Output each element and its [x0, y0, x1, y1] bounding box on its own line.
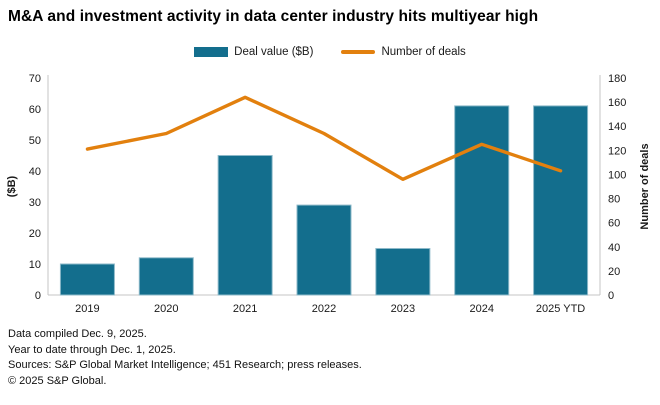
right-axis-tick-label: 100 — [608, 169, 626, 181]
line-swatch-icon — [341, 50, 376, 54]
combo-chart: 0 10 20 30 40 50 60 70 0 20 40 60 80 100 120 140 160 180 (… — [0, 70, 660, 320]
bar-2025-ytd — [533, 105, 589, 296]
legend-item-number-of-deals: Number of deals — [341, 46, 466, 58]
legend: Deal value ($B) Number of deals — [0, 46, 660, 58]
left-axis-tick-label: 60 — [29, 104, 41, 116]
bar-swatch-icon — [194, 47, 229, 57]
legend-label-deal-value: Deal value ($B) — [234, 46, 314, 58]
right-axis-title: Number of deals — [639, 143, 651, 229]
x-axis-category-label: 2025 YTD — [536, 303, 585, 315]
note-year-to-date: Year to date through Dec. 1, 2025. — [8, 343, 176, 356]
x-axis-category-label: 2022 — [312, 303, 336, 315]
number-of-deals-line — [85, 95, 563, 182]
x-axis-category-label: 2021 — [233, 303, 257, 315]
left-axis-tick-label: 0 — [35, 290, 41, 302]
left-axis-tick-label: 20 — [29, 228, 41, 240]
right-axis-tick-label: 0 — [608, 290, 614, 302]
note-copyright: © 2025 S&P Global. — [8, 374, 107, 387]
bar-2022 — [296, 204, 352, 296]
x-axis-category-label: 2024 — [469, 303, 493, 315]
note-data-compiled: Data compiled Dec. 9, 2025. — [8, 328, 147, 340]
right-axis-tick-label: 160 — [608, 97, 626, 109]
left-axis-tick-label: 10 — [29, 259, 41, 271]
left-axis-tick-label: 50 — [29, 135, 41, 147]
right-axis-tick-label: 40 — [608, 242, 620, 254]
x-axis-category-label: 2023 — [391, 303, 415, 315]
right-axis-tick-label: 120 — [608, 145, 626, 157]
left-axis-tick-label: 70 — [29, 73, 41, 85]
x-axis-category-label: 2020 — [154, 303, 178, 315]
right-axis-tick-label: 80 — [608, 194, 620, 206]
right-axis-tick-label: 60 — [608, 218, 620, 230]
source-notes: Data compiled Dec. 9, 2025. Year to date… — [8, 327, 652, 389]
right-axis-tick-label: 20 — [608, 266, 620, 278]
left-axis-tick-label: 30 — [29, 197, 41, 209]
legend-item-deal-value: Deal value ($B) — [194, 46, 313, 58]
note-sources: Sources: S&P Global Market Intelligence;… — [8, 359, 362, 372]
left-axis-title: ($B) — [6, 175, 18, 197]
legend-label-number-of-deals: Number of deals — [381, 46, 466, 58]
x-axis-category-label: 2019 — [75, 303, 99, 315]
chart-title: M&A and investment activity in data cent… — [8, 8, 539, 25]
bar-2020 — [138, 257, 194, 296]
bar-2019 — [59, 263, 115, 296]
right-axis-tick-label: 180 — [608, 73, 626, 85]
bar-2023 — [375, 248, 431, 296]
left-axis-tick-label: 40 — [29, 166, 41, 178]
bar-2024 — [454, 105, 510, 296]
chart-svg: 0 10 20 30 40 50 60 70 0 20 40 60 80 100 120 140 160 180 (… — [6, 73, 651, 315]
bar-2021 — [217, 155, 273, 296]
right-axis-tick-label: 140 — [608, 121, 626, 133]
